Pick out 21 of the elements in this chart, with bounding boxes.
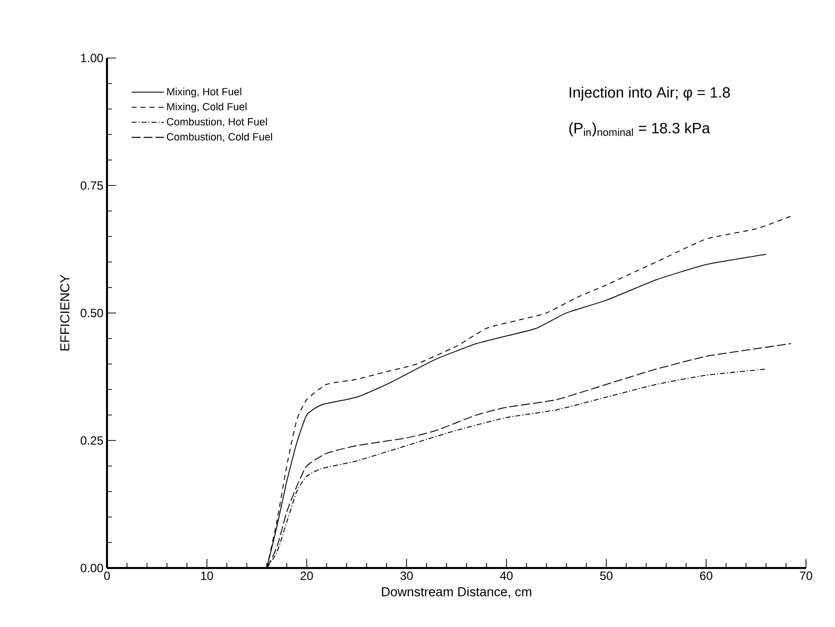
y-tick-label: 0.00 <box>80 564 104 572</box>
y-axis-title: EFFICIENCY <box>60 274 70 350</box>
annotation: Injection into Air; φ = 1.8 <box>570 86 730 101</box>
y-tick-label: 0.75 <box>80 181 103 190</box>
legend-label: Combustion, Cold Fuel <box>166 132 272 142</box>
x-tick-label: 60 <box>700 572 712 580</box>
x-tick-label: 30 <box>400 572 413 580</box>
x-tick-label: 10 <box>201 572 214 580</box>
x-tick-label: 20 <box>300 572 313 580</box>
x-tick-label: 50 <box>600 572 612 580</box>
y-tick-label: 0.50 <box>80 308 104 318</box>
legend-label: Mixing, Cold Fuel <box>167 102 246 112</box>
x-tick-label: 70 <box>800 572 812 580</box>
y-tick-label: 1.00 <box>81 54 104 62</box>
legend-label: Mixing, Hot Fuel <box>167 88 242 98</box>
legend-label: Combustion, Hot Fuel <box>166 118 267 127</box>
x-axis-title: Downstream Distance, cm <box>382 586 532 598</box>
x-tick-label: 0 <box>104 572 110 580</box>
x-tick-label: 40 <box>500 572 513 580</box>
annotation: (P$_{in}$)$_{nominal}$ = 18.3 kPa <box>569 122 710 136</box>
y-tick-label: 0.25 <box>80 436 103 445</box>
